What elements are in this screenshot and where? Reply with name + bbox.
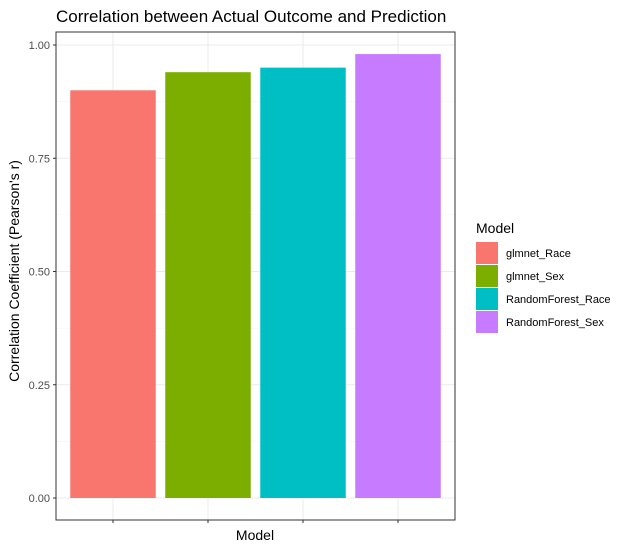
x-axis-title: Model	[236, 527, 274, 543]
legend-label: glmnet_Race	[506, 248, 571, 260]
legend-key-RandomForest_Sex	[476, 311, 498, 333]
bar-glmnet_Race	[70, 90, 156, 499]
y-axis: 0.00 0.25 0.50 0.75 1.00	[29, 40, 56, 505]
panel-border	[55, 31, 456, 521]
bar-glmnet_Sex	[165, 72, 251, 499]
legend-label: RandomForest_Sex	[506, 317, 604, 329]
legend-key-RandomForest_Race	[476, 288, 498, 310]
legend-label: RandomForest_Race	[506, 294, 611, 306]
y-tick-label: 0.50	[29, 267, 50, 279]
legend-key-glmnet_Race	[476, 242, 498, 264]
chart-title: Correlation between Actual Outcome and P…	[56, 7, 446, 26]
y-tick-label: 0.25	[29, 380, 50, 392]
y-tick-label: 0.00	[29, 493, 50, 505]
y-tick-label: 1.00	[29, 40, 50, 52]
y-tick-label: 0.75	[29, 153, 50, 165]
bar-RandomForest_Sex	[355, 54, 441, 499]
legend-label: glmnet_Sex	[506, 271, 565, 283]
legend-key-glmnet_Sex	[476, 265, 498, 287]
bar-group	[70, 54, 441, 499]
y-axis-title: Correlation Coefficient (Pearson's r)	[6, 160, 22, 382]
bar-RandomForest_Race	[260, 67, 346, 499]
legend-title: Model	[476, 220, 514, 236]
legend: Model glmnet_Race glmnet_Sex RandomForest_…	[476, 220, 611, 333]
